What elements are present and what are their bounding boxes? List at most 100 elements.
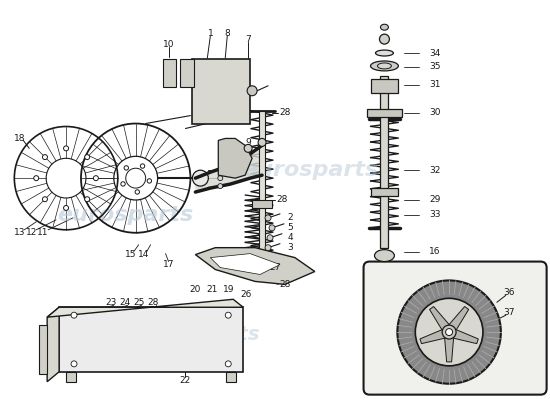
Bar bbox=[226, 372, 236, 382]
Text: eurosparts: eurosparts bbox=[141, 324, 260, 344]
Polygon shape bbox=[445, 306, 469, 335]
Text: 32: 32 bbox=[429, 166, 441, 175]
Text: 19: 19 bbox=[223, 285, 234, 294]
Text: 21: 21 bbox=[207, 285, 218, 294]
Bar bbox=[366, 109, 403, 116]
Text: eurosparts: eurosparts bbox=[241, 160, 378, 180]
Text: 28: 28 bbox=[276, 196, 288, 204]
Text: 36: 36 bbox=[503, 288, 515, 297]
Text: 18: 18 bbox=[14, 134, 25, 143]
Text: 17: 17 bbox=[163, 260, 174, 269]
FancyBboxPatch shape bbox=[59, 307, 243, 372]
Text: 13: 13 bbox=[14, 228, 25, 237]
Text: 26: 26 bbox=[240, 290, 252, 299]
Circle shape bbox=[140, 164, 145, 168]
Ellipse shape bbox=[379, 34, 389, 44]
Bar bbox=[259, 111, 265, 255]
Text: 6: 6 bbox=[232, 144, 237, 153]
Circle shape bbox=[446, 329, 453, 336]
Circle shape bbox=[64, 146, 69, 151]
Circle shape bbox=[269, 225, 275, 231]
Circle shape bbox=[267, 235, 273, 241]
FancyBboxPatch shape bbox=[364, 262, 547, 395]
Text: 22: 22 bbox=[180, 376, 191, 385]
Text: 2: 2 bbox=[287, 213, 293, 222]
Circle shape bbox=[94, 176, 98, 181]
Text: 9: 9 bbox=[245, 138, 251, 147]
Circle shape bbox=[226, 361, 231, 367]
Polygon shape bbox=[420, 327, 450, 344]
Circle shape bbox=[218, 176, 223, 181]
Polygon shape bbox=[195, 248, 315, 284]
Ellipse shape bbox=[377, 63, 392, 69]
Bar bbox=[180, 59, 194, 87]
Circle shape bbox=[265, 215, 271, 221]
Polygon shape bbox=[210, 254, 280, 274]
Circle shape bbox=[218, 184, 223, 188]
Text: 1: 1 bbox=[207, 29, 213, 38]
Text: 4: 4 bbox=[287, 233, 293, 242]
Circle shape bbox=[147, 179, 152, 183]
Text: 24: 24 bbox=[119, 298, 130, 307]
Text: 23: 23 bbox=[105, 298, 117, 307]
Text: 20: 20 bbox=[190, 285, 201, 294]
Ellipse shape bbox=[376, 50, 393, 56]
Text: 28: 28 bbox=[279, 108, 290, 117]
Circle shape bbox=[415, 298, 483, 366]
Text: 10: 10 bbox=[163, 40, 174, 48]
Bar bbox=[66, 372, 76, 382]
Polygon shape bbox=[218, 138, 252, 178]
Circle shape bbox=[71, 361, 77, 367]
Circle shape bbox=[398, 280, 501, 384]
Circle shape bbox=[64, 206, 69, 210]
Text: 11: 11 bbox=[37, 228, 49, 237]
Circle shape bbox=[34, 176, 38, 181]
Text: 31: 31 bbox=[429, 80, 441, 89]
Bar bbox=[371, 188, 398, 196]
Bar bbox=[381, 76, 388, 248]
Text: 35: 35 bbox=[429, 62, 441, 72]
Circle shape bbox=[85, 155, 90, 160]
Bar bbox=[39, 325, 47, 374]
Ellipse shape bbox=[381, 24, 388, 30]
Polygon shape bbox=[430, 306, 453, 335]
Ellipse shape bbox=[371, 61, 398, 71]
Text: 16: 16 bbox=[429, 247, 441, 256]
Circle shape bbox=[42, 155, 47, 160]
Text: 8: 8 bbox=[224, 29, 230, 38]
Circle shape bbox=[442, 325, 456, 339]
Polygon shape bbox=[448, 327, 478, 344]
Text: 7: 7 bbox=[245, 35, 251, 44]
Polygon shape bbox=[195, 145, 262, 192]
Text: 30: 30 bbox=[429, 108, 441, 117]
Text: 12: 12 bbox=[25, 228, 37, 237]
Text: eurosparts: eurosparts bbox=[58, 205, 194, 225]
Circle shape bbox=[71, 312, 77, 318]
Circle shape bbox=[226, 312, 231, 318]
Ellipse shape bbox=[192, 170, 208, 186]
Circle shape bbox=[244, 144, 252, 152]
Bar bbox=[163, 59, 177, 87]
Circle shape bbox=[247, 86, 257, 96]
Circle shape bbox=[265, 245, 271, 251]
Text: 3: 3 bbox=[287, 243, 293, 252]
Text: 29: 29 bbox=[429, 196, 441, 204]
Polygon shape bbox=[444, 332, 454, 362]
Circle shape bbox=[121, 182, 125, 186]
Circle shape bbox=[135, 190, 140, 194]
Text: 37: 37 bbox=[503, 308, 515, 317]
Ellipse shape bbox=[375, 250, 394, 262]
Text: 5: 5 bbox=[287, 223, 293, 232]
Circle shape bbox=[85, 197, 90, 202]
Circle shape bbox=[124, 166, 129, 170]
Text: 28: 28 bbox=[147, 298, 158, 307]
Polygon shape bbox=[47, 299, 243, 317]
FancyBboxPatch shape bbox=[192, 59, 250, 124]
Text: 15: 15 bbox=[125, 250, 136, 259]
Text: 34: 34 bbox=[429, 48, 441, 58]
Text: 28: 28 bbox=[279, 280, 290, 289]
Text: 14: 14 bbox=[138, 250, 150, 259]
Circle shape bbox=[218, 168, 223, 173]
Bar bbox=[371, 79, 398, 93]
Text: 27: 27 bbox=[270, 263, 280, 272]
